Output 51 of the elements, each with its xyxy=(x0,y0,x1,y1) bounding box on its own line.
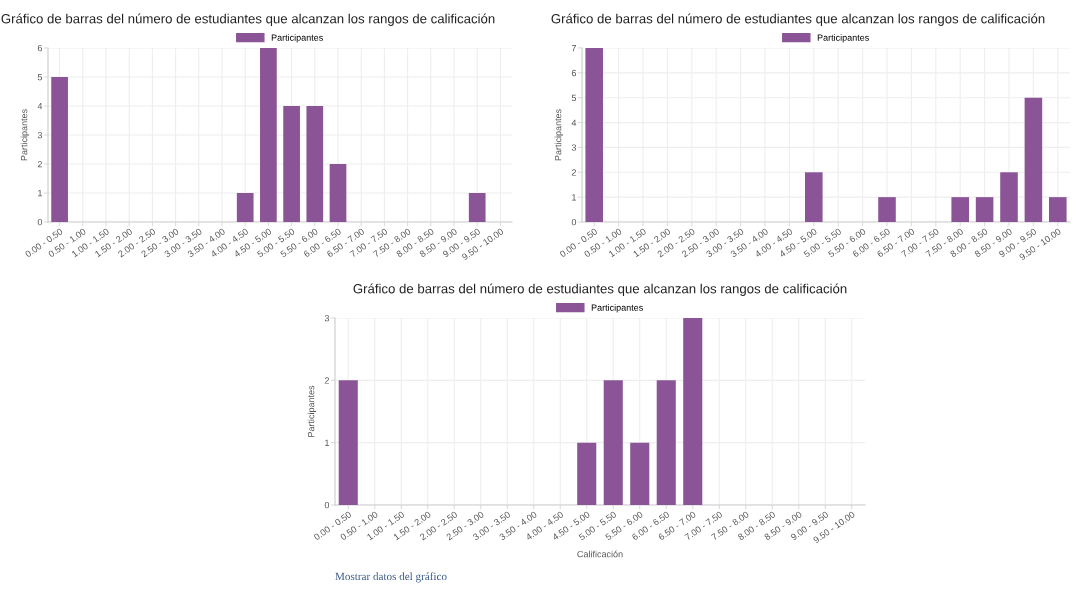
y-tick-label: 3 xyxy=(37,131,43,139)
bar xyxy=(577,442,597,505)
bar xyxy=(630,442,650,505)
bar xyxy=(51,77,68,222)
y-tick-label: 5 xyxy=(571,94,577,102)
bar xyxy=(975,197,994,222)
bar xyxy=(306,106,324,222)
bar xyxy=(683,318,703,505)
y-tick-label: 1 xyxy=(38,190,42,197)
bar xyxy=(236,193,254,222)
chart-title: Gráfico de barras del número de estudiantes que alcanzan los rangos de calificación xyxy=(353,283,847,296)
bar xyxy=(283,106,300,222)
y-tick-label: 3 xyxy=(571,144,577,151)
y-tick-label: 1 xyxy=(572,194,576,201)
bar xyxy=(468,193,486,222)
y-tick-label: 4 xyxy=(571,119,577,126)
bar xyxy=(1024,97,1043,222)
y-tick-label: 0 xyxy=(571,218,577,226)
text: Mostrar datos del gráfico xyxy=(335,572,447,583)
bar xyxy=(1000,172,1018,222)
bar xyxy=(951,197,969,222)
y-tick-label: 1 xyxy=(325,439,329,446)
y-tick-label: 3 xyxy=(324,314,330,322)
chart-title: Gráfico de barras del número de estudiantes que alcanzan los rangos de calificación xyxy=(551,13,1045,26)
y-tick-label: 2 xyxy=(571,169,576,176)
y-tick-label: 0 xyxy=(324,501,330,509)
y-axis-title: Participantes xyxy=(554,109,564,161)
y-axis-title: Participantes xyxy=(307,385,317,437)
y-tick-label: 5 xyxy=(37,74,43,81)
legend-label: Participantes xyxy=(271,34,323,43)
y-tick-label: 4 xyxy=(37,103,43,110)
bar xyxy=(260,48,277,222)
y-tick-label: 6 xyxy=(571,69,577,77)
y-axis-title: Participantes xyxy=(20,109,30,161)
legend-label: Participantes xyxy=(817,34,869,43)
bar xyxy=(656,380,676,505)
bar xyxy=(329,164,347,222)
legend-label: Participantes xyxy=(591,304,643,313)
y-tick-label: 7 xyxy=(571,45,576,52)
bar xyxy=(338,380,358,505)
y-tick-label: 0 xyxy=(37,218,43,226)
bar xyxy=(805,172,823,222)
bar xyxy=(585,48,603,222)
x-axis-title: Calificación xyxy=(577,550,623,558)
bar xyxy=(603,380,623,505)
bar xyxy=(878,197,896,222)
chart-title: Gráfico de barras del número de estudiantes que alcanzan los rangos de calificación xyxy=(1,13,495,26)
y-tick-label: 2 xyxy=(324,377,329,384)
bar xyxy=(1049,197,1067,222)
y-tick-label: 2 xyxy=(37,160,42,168)
y-tick-label: 6 xyxy=(37,44,43,52)
